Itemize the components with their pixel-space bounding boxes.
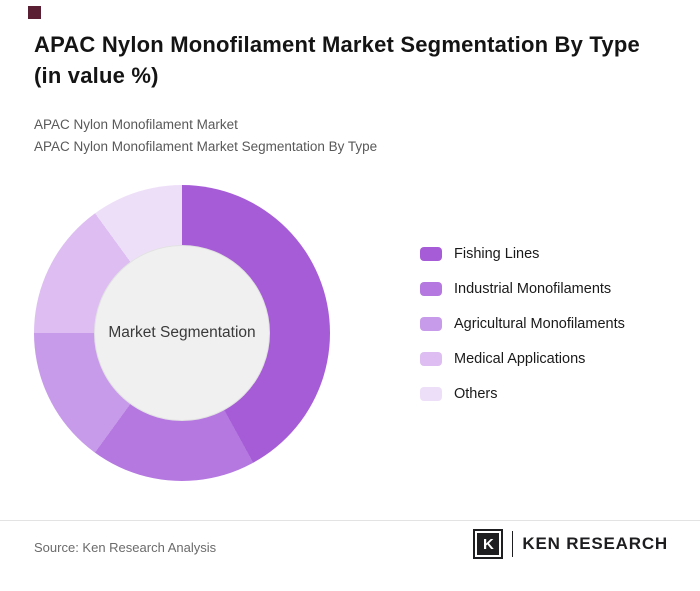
legend-swatch [420, 317, 442, 331]
logo-k-icon: K [473, 529, 504, 559]
legend-label: Fishing Lines [454, 246, 540, 262]
ken-research-logo: K KEN RESEARCH [473, 529, 668, 559]
logo-k-letter: K [477, 533, 500, 555]
logo-text: KEN RESEARCH [522, 534, 668, 553]
legend-item: Others [420, 386, 625, 402]
subtitle-line-2: APAC Nylon Monofilament Market Segmentat… [34, 139, 378, 155]
legend-item: Fishing Lines [420, 246, 625, 262]
donut-center-label: Market Segmentation [108, 324, 256, 341]
legend-label: Industrial Monofilaments [454, 281, 612, 297]
footer-divider [0, 520, 700, 521]
subtitle-line-1: APAC Nylon Monofilament Market [34, 117, 238, 132]
legend-label: Others [454, 386, 498, 402]
legend-label: Agricultural Monofilaments [454, 316, 625, 332]
donut-chart: Market Segmentation [34, 185, 330, 481]
chart-title: APAC Nylon Monofilament Market Segmentat… [34, 32, 640, 88]
logo-divider [512, 531, 514, 557]
legend: Fishing Lines Industrial Monofilaments A… [420, 246, 625, 402]
source-text: Source: Ken Research Analysis [34, 540, 217, 555]
legend-label: Medical Applications [454, 351, 586, 367]
legend-swatch [420, 352, 442, 366]
legend-swatch [420, 387, 442, 401]
donut-center: Market Segmentation [94, 245, 270, 421]
legend-item: Agricultural Monofilaments [420, 316, 625, 332]
accent-square [28, 6, 41, 19]
chart-subtitles: APAC Nylon Monofilament Market APAC Nylo… [34, 114, 377, 159]
legend-swatch [420, 282, 442, 296]
legend-item: Industrial Monofilaments [420, 281, 625, 297]
legend-swatch [420, 247, 442, 261]
legend-item: Medical Applications [420, 351, 625, 367]
